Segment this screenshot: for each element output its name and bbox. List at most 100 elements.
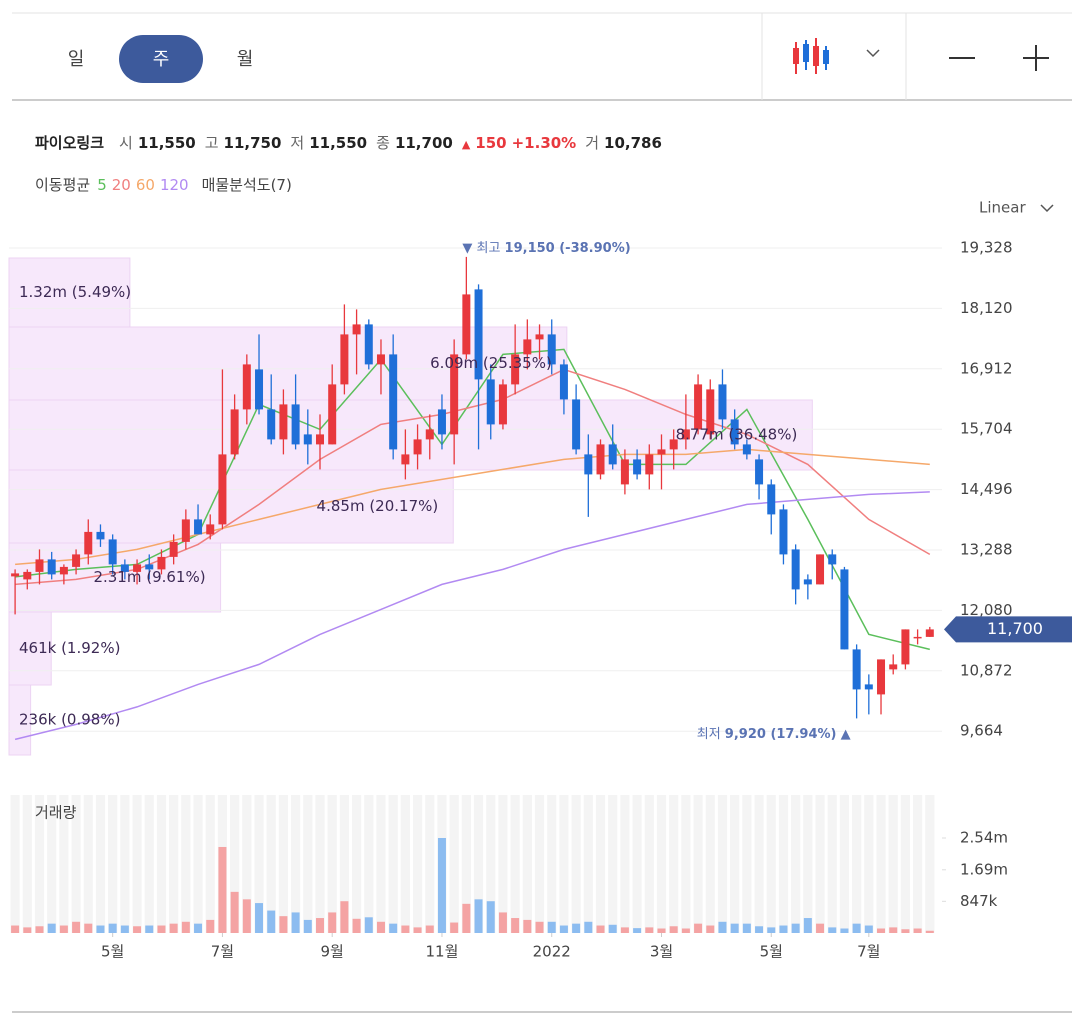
candle-body xyxy=(523,339,532,355)
x-tick-label: 3월 xyxy=(650,943,673,961)
profile-label: 8.77m (36.48%) xyxy=(676,426,798,444)
candle-body xyxy=(230,409,239,455)
volume-bar xyxy=(242,899,251,933)
candle-body xyxy=(364,324,373,365)
volume-slot xyxy=(132,795,142,933)
candle-body xyxy=(706,389,715,435)
field-label: 종 xyxy=(376,134,390,152)
volume-bar xyxy=(523,919,532,933)
scale-chevron[interactable] xyxy=(1040,204,1054,213)
candle-body xyxy=(72,554,81,567)
volume-bar xyxy=(316,918,324,933)
y-tick-label: 1.69m xyxy=(960,860,1008,878)
volume-slot xyxy=(669,795,679,933)
candle-body xyxy=(352,324,361,335)
volume-slot xyxy=(22,795,32,933)
x-tick-label: 7월 xyxy=(857,943,880,961)
volume-slot xyxy=(620,795,630,933)
period-tab[interactable]: 월 xyxy=(237,49,254,70)
stock-name: 파이오링크 xyxy=(35,134,105,152)
volume-bar xyxy=(779,925,788,933)
candle-body xyxy=(913,636,922,639)
candle-body xyxy=(462,294,471,355)
candle-body xyxy=(11,573,20,577)
volume-slot xyxy=(34,795,45,933)
volume-bar xyxy=(462,903,471,933)
volume-bar xyxy=(413,927,422,933)
candle-body xyxy=(779,509,788,555)
y-tick-label: 12,080 xyxy=(960,601,1013,619)
candle-body xyxy=(584,454,593,475)
candle-body xyxy=(376,354,385,365)
volume-slot xyxy=(571,795,581,933)
candle-body xyxy=(145,564,154,570)
volume-bar xyxy=(376,921,385,933)
volume-bar xyxy=(181,921,190,933)
volume-bar xyxy=(840,928,849,933)
volume-slot xyxy=(425,795,435,933)
volume-bar xyxy=(645,927,654,933)
volume-bar xyxy=(718,921,727,933)
volume-slot xyxy=(364,795,374,933)
candle-body xyxy=(474,289,483,380)
volume-slot xyxy=(47,795,57,933)
volume-bar xyxy=(255,903,264,933)
candle-body xyxy=(206,524,215,535)
volume-bar xyxy=(498,912,507,933)
volume-slot xyxy=(766,795,776,933)
candle-body xyxy=(181,519,190,542)
volume-bar xyxy=(230,891,239,933)
candle-body xyxy=(425,429,434,440)
volume-bar xyxy=(133,926,142,933)
chart-type-button[interactable] xyxy=(793,38,880,74)
candle-body xyxy=(35,559,44,572)
volume-slot xyxy=(71,795,81,933)
candle-body xyxy=(767,484,776,515)
candle-body xyxy=(242,364,251,410)
annotation-part: 최고 xyxy=(476,241,500,256)
volume-slot xyxy=(534,795,545,933)
volume-bar xyxy=(730,923,739,933)
zoom-in[interactable] xyxy=(1023,45,1049,71)
volume-slot xyxy=(888,795,898,933)
volume-slot xyxy=(10,795,20,933)
legend-entry: 120 xyxy=(159,176,189,194)
annotation-part: ▼ xyxy=(462,241,476,256)
candle-body xyxy=(535,334,544,340)
y-tick-label: 18,120 xyxy=(960,299,1013,317)
volume-bar xyxy=(401,925,410,933)
candle-body xyxy=(169,541,178,557)
volume-slot xyxy=(803,795,813,933)
period-tab[interactable]: 일 xyxy=(68,49,85,70)
volume-bar xyxy=(547,921,556,933)
volume-slot xyxy=(303,795,313,933)
volume-slot xyxy=(547,795,557,933)
profile-label: 1.32m (5.49%) xyxy=(19,283,131,301)
volume-bar xyxy=(535,921,544,933)
volume-bar xyxy=(218,846,227,933)
volume-bar xyxy=(608,924,617,933)
scale-toggle[interactable]: Linear xyxy=(979,199,1026,217)
volume-slot xyxy=(900,795,911,933)
candle-body xyxy=(218,454,227,525)
volume-bar xyxy=(889,927,898,933)
candle-body xyxy=(828,554,837,565)
profile-bar xyxy=(8,257,131,328)
volume-bar xyxy=(108,923,117,933)
volume-bar xyxy=(425,925,434,933)
volume-slot xyxy=(291,795,301,933)
volume-bar xyxy=(267,910,276,933)
volume-slot xyxy=(864,795,874,933)
period-tab[interactable]: 주 xyxy=(153,49,170,70)
candle-body xyxy=(450,354,459,435)
field-label: 거 xyxy=(585,134,600,152)
volume-bar xyxy=(584,921,593,933)
volume-slot xyxy=(181,795,191,933)
candle-body xyxy=(547,334,556,365)
volume-bar xyxy=(669,926,678,933)
up-arrow: ▲ xyxy=(461,138,471,151)
volume-slot xyxy=(815,795,825,933)
field-label: 고 xyxy=(204,134,219,152)
volume-slot xyxy=(120,795,130,933)
volume-bar xyxy=(913,928,922,933)
